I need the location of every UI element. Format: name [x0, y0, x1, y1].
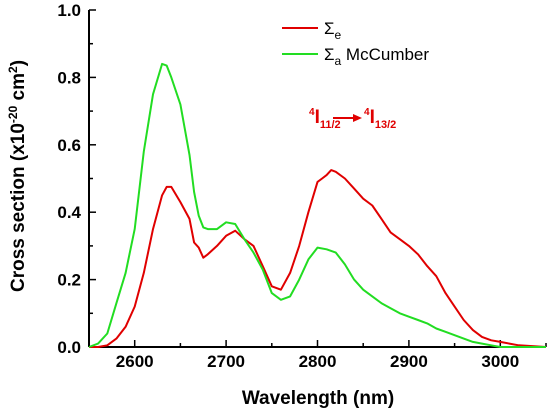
- y-axis-title: Cross section (x10-20 cm2): [6, 60, 29, 292]
- y-tick-label: 0.0: [57, 338, 81, 357]
- legend-emission-sub: e: [335, 28, 342, 42]
- y-axis-title-sq: 2: [6, 66, 20, 73]
- y-tick-label: 1.0: [57, 1, 81, 20]
- x-tick-label: 3000: [481, 352, 519, 371]
- legend-label-absorption: Σa McCumber: [324, 45, 429, 68]
- series-line-emission: [89, 169, 547, 348]
- x-axis-title: Wavelength (nm): [242, 388, 394, 409]
- y-axis-title-exp: -20: [6, 105, 20, 123]
- legend-absorption-symbol: Σ: [324, 45, 335, 64]
- transition-from-sub: 11/2: [320, 119, 341, 131]
- x-tick-label: 2600: [116, 352, 154, 371]
- axes: 2600 2700 2800 2900 3000 0.0 0.2 0.4 0.6 0.8 1.0: [57, 1, 547, 371]
- y-tick-label: 0.6: [57, 136, 81, 155]
- legend-emission-symbol: Σ: [324, 19, 335, 38]
- legend: Σe Σa McCumber: [282, 19, 429, 68]
- transition-to-main: I: [370, 107, 375, 128]
- y-tick-label: 0.2: [57, 271, 81, 290]
- transition-from-main: I: [315, 107, 320, 128]
- legend-absorption-rest: McCumber: [341, 45, 429, 64]
- y-axis-title-main: Cross section (x10: [8, 123, 29, 292]
- series-line-absorption-mccumber: [88, 62, 546, 348]
- y-axis-title-close: ): [8, 60, 29, 66]
- x-tick-label: 2900: [390, 352, 428, 371]
- transition-from-sup: 4: [309, 107, 315, 118]
- transition-annotation: 4I11/2 4I13/2: [309, 107, 396, 131]
- legend-label-emission: Σe: [324, 19, 342, 42]
- transition-arrow-head: [353, 114, 362, 122]
- x-tick-label: 2700: [207, 352, 245, 371]
- transition-from-label: 4I11/2: [309, 107, 341, 131]
- y-axis-title-unit: cm: [8, 73, 29, 106]
- legend-absorption-sub: a: [335, 54, 342, 68]
- transition-to-label: 4I13/2: [364, 107, 396, 131]
- y-tick-label: 0.4: [57, 203, 81, 222]
- y-tick-label: 0.8: [57, 68, 81, 87]
- transition-to-sup: 4: [364, 107, 370, 118]
- transition-to-sub: 13/2: [375, 119, 396, 131]
- series-lines: [88, 62, 547, 348]
- x-tick-label: 2800: [299, 352, 337, 371]
